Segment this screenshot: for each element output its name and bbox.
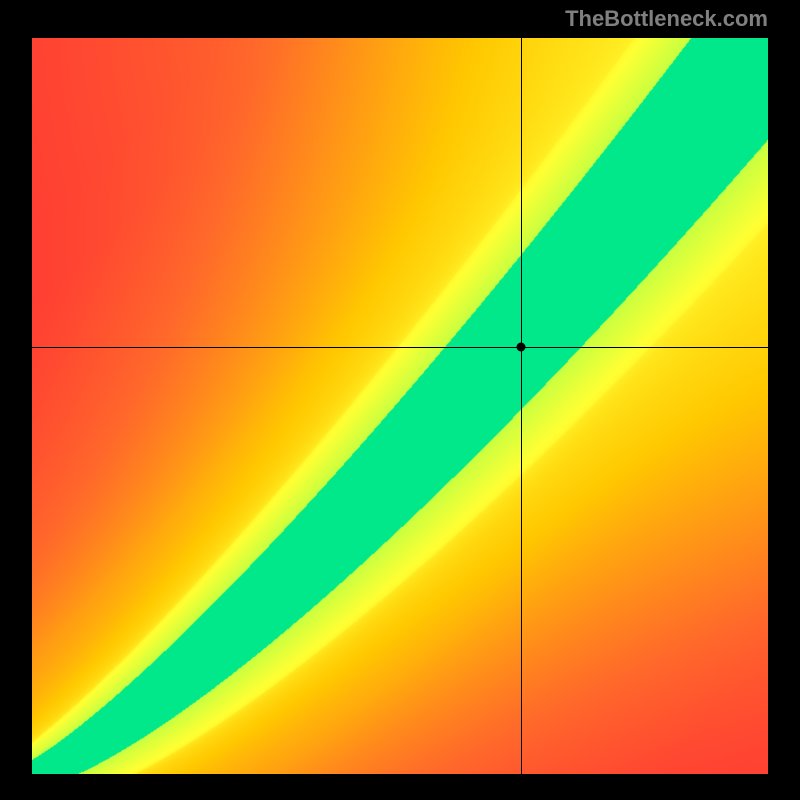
crosshair-vertical	[521, 38, 522, 774]
bottleneck-heatmap-chart	[32, 38, 768, 774]
heatmap-canvas	[32, 38, 768, 774]
crosshair-horizontal	[32, 347, 768, 348]
watermark-text: TheBottleneck.com	[565, 6, 768, 32]
intersection-marker	[517, 343, 526, 352]
